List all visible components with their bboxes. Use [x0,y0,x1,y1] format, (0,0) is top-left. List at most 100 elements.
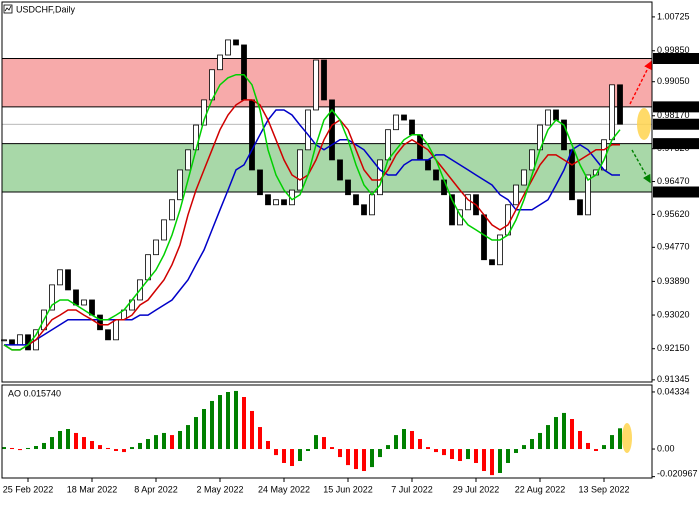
ao-bar [178,430,182,450]
ao-bar [578,430,582,450]
ao-bar [474,449,478,463]
candle [305,109,311,151]
candle [97,314,103,331]
price-panel [1,39,652,351]
y-tick-label: 0.91345 [657,374,690,384]
ao-bar [562,412,566,450]
candle [489,259,495,266]
ao-bar [570,419,574,450]
x-tick-label: 2 May 2022 [196,484,243,494]
ao-bar [258,427,262,450]
ao-bar [138,442,142,450]
ao-bar [106,447,110,450]
ao-bar [410,430,414,450]
y-tick-label: 0.96470 [657,176,690,186]
candle [545,109,551,126]
ao-bar [154,435,158,450]
ao-bar [242,397,246,450]
y-tick-label: 0.94770 [657,242,690,252]
candle [577,199,583,216]
ao-bar [58,430,62,450]
ao-bar [394,435,398,450]
down-arrow [631,149,651,184]
candle [617,84,623,125]
ao-bar [82,437,86,450]
ao-bar [162,432,166,450]
candle [449,194,455,226]
y-tick-label: 0.95620 [657,209,690,219]
candle [273,199,279,206]
x-tick-label: 22 Aug 2022 [515,484,566,494]
candle [153,239,159,256]
candle [497,234,503,266]
ao-bar [330,447,334,450]
ao-bar [250,410,254,450]
ao-bar [386,445,390,450]
ao-bar [514,449,518,453]
price-tag [653,186,699,198]
chart-title: USDCHF,Daily [16,4,76,14]
y-tick-label: 0.00 [657,443,675,453]
price-tag-label: 0.97951 [657,119,690,129]
ao-bar [418,439,422,450]
highlight [622,423,632,453]
candle [337,159,343,181]
x-tick-label: 7 Jul 2022 [391,484,433,494]
candle [17,334,23,346]
candle [65,269,71,291]
ao-bar [362,449,366,472]
candle [105,329,111,341]
candle [393,114,399,131]
ao-bar [274,449,278,456]
ao-bar [338,449,342,458]
ao-bar [538,432,542,450]
ao-bar [2,447,6,450]
ao-bar [26,447,30,450]
up-arrow [629,60,652,105]
x-tick-label: 25 Feb 2022 [3,484,54,494]
price-frame [1,1,653,383]
candle [89,299,95,316]
candle [313,59,319,111]
indicator-title: AO 0.015740 [8,388,61,398]
ao-bar [114,449,118,452]
ao-bar [618,428,622,450]
candle [521,169,527,186]
y-tick-label: 0.92150 [657,343,690,353]
candle [553,109,559,121]
price-tag-label: 0.97450 [657,138,690,148]
ao-bar [610,435,614,450]
ao-bar [290,449,294,467]
x-tick-label: 13 Sep 2022 [578,484,629,494]
candle [225,39,231,56]
ao-bar [130,447,134,450]
ao-bar [18,449,22,451]
ao-bar [498,449,502,473]
ao-bar [506,449,510,463]
candle [465,194,471,211]
ao-bar [50,437,54,450]
ao-bar [402,429,406,450]
ao-bar [90,440,94,450]
candle [321,59,327,101]
candle [185,149,191,171]
ao-bar [170,435,174,450]
candle [49,284,55,311]
candle [361,204,367,216]
x-tick-label: 29 Jul 2022 [453,484,500,494]
symbol-icon [4,5,12,12]
candle [9,339,15,346]
ao-bar [10,447,14,450]
price-tag [653,138,699,150]
candle [217,54,223,71]
ao-bar [554,417,558,450]
highlight [637,108,651,140]
candle [585,174,591,216]
candle [401,114,407,121]
y-tick-label: 0.04334 [657,386,690,396]
price-tag [653,118,699,130]
ao-bar [266,440,270,450]
x-tick-label: 18 Mar 2022 [67,484,118,494]
price-tag-label: 0.96200 [657,186,690,196]
ao-bar [434,449,438,453]
